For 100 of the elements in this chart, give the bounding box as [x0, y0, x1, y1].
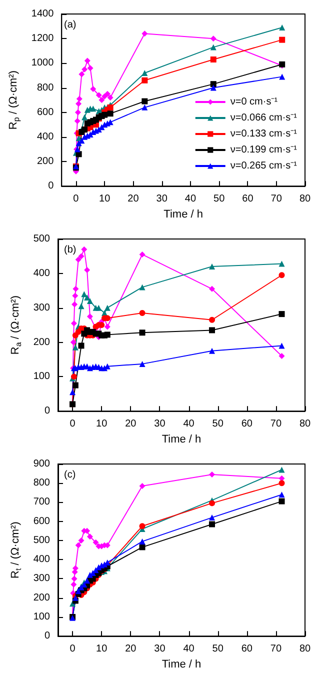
point — [210, 81, 216, 88]
x-tick-label: 70 — [270, 418, 282, 430]
x-tick-label: 80 — [299, 418, 311, 430]
x-tick-label: 40 — [184, 194, 196, 205]
point — [104, 332, 110, 338]
point — [139, 330, 146, 336]
y-tick-label: 0 — [44, 630, 50, 642]
y-tick-label: 400 — [33, 554, 50, 566]
point — [90, 106, 96, 112]
point — [209, 316, 216, 323]
annotation: (c) — [64, 470, 76, 480]
x-tick-label: 20 — [128, 194, 140, 205]
y-tick-label: 500 — [33, 534, 50, 546]
point — [70, 339, 76, 346]
point — [279, 74, 286, 80]
point — [86, 298, 93, 304]
x-tick-label: 50 — [212, 644, 224, 655]
point — [104, 324, 110, 330]
x-tick-label: 60 — [241, 418, 253, 430]
point — [72, 292, 78, 299]
x-tick-label: 60 — [242, 194, 254, 205]
y-tick-label: 100 — [33, 371, 50, 382]
point — [278, 466, 285, 473]
point — [142, 30, 148, 37]
y-tick-label: 1000 — [31, 58, 54, 69]
point — [72, 382, 78, 388]
point — [90, 86, 96, 92]
point — [278, 492, 285, 498]
point — [139, 284, 146, 290]
point — [92, 539, 99, 546]
x-tick-label: 50 — [212, 418, 224, 430]
y-tick-label: 300 — [33, 573, 50, 584]
point — [278, 498, 285, 504]
y-tick-label: 500 — [33, 234, 50, 244]
point — [209, 327, 216, 334]
y-tick-label: 800 — [33, 478, 50, 489]
y-tick-label: 400 — [36, 131, 54, 142]
x-tick-label: 30 — [154, 644, 166, 655]
point — [84, 58, 90, 64]
point — [74, 109, 81, 116]
point — [139, 251, 146, 258]
y-tick-label: 700 — [33, 496, 50, 508]
point — [70, 320, 77, 326]
x-axis-title: Time / h — [164, 208, 203, 220]
y-tick-label: 800 — [36, 82, 54, 94]
x-axis-title: Time / h — [162, 434, 202, 446]
x-tick-label: 30 — [156, 194, 168, 205]
point — [209, 472, 216, 478]
point — [209, 514, 216, 521]
x-tick-label: 30 — [154, 418, 166, 430]
point — [139, 360, 146, 367]
point — [86, 313, 93, 320]
point — [71, 576, 78, 582]
point — [98, 97, 105, 104]
point — [74, 118, 80, 124]
legend-label: ν=0 cm·s⁻¹ — [230, 96, 278, 108]
legend-label: ν=0.133 cm·s⁻¹ — [230, 128, 298, 140]
point — [209, 286, 216, 292]
point — [82, 114, 88, 120]
point — [142, 70, 148, 76]
y-tick-label: 400 — [33, 268, 50, 279]
y-tick-label: 200 — [33, 592, 50, 604]
x-tick-label: 70 — [270, 644, 282, 655]
point — [72, 286, 79, 292]
point — [87, 65, 94, 72]
x-tick-label: 0 — [70, 418, 76, 430]
point — [78, 342, 84, 349]
point — [209, 521, 216, 528]
point — [139, 523, 146, 530]
point — [84, 266, 90, 273]
point — [139, 482, 146, 489]
point — [86, 534, 93, 540]
point — [76, 96, 82, 102]
point — [278, 311, 285, 318]
point — [210, 56, 216, 62]
point — [142, 98, 148, 104]
point — [96, 304, 102, 311]
point — [209, 264, 216, 270]
point — [210, 44, 216, 50]
point — [102, 93, 108, 100]
point — [102, 112, 108, 118]
x-tick-label: 80 — [299, 644, 311, 655]
point — [142, 104, 148, 110]
point — [75, 542, 82, 548]
x-tick-label: 20 — [125, 644, 137, 655]
y-tick-label: 600 — [33, 516, 50, 527]
point — [139, 310, 146, 316]
annotation: (a) — [64, 20, 76, 30]
point — [210, 84, 216, 91]
legend-label: ν=0.199 cm·s⁻¹ — [230, 144, 298, 156]
y-tick-label: 0 — [44, 406, 50, 417]
y-axis-title: Rp / (Ω·cm²) — [8, 70, 21, 130]
x-tick-label: 40 — [183, 644, 195, 655]
point — [75, 256, 82, 263]
point — [78, 537, 84, 544]
point — [209, 500, 216, 506]
x-tick-label: 10 — [99, 194, 111, 205]
x-tick-label: 80 — [299, 194, 311, 205]
point — [278, 260, 285, 267]
y-tick-label: 1400 — [31, 8, 54, 20]
